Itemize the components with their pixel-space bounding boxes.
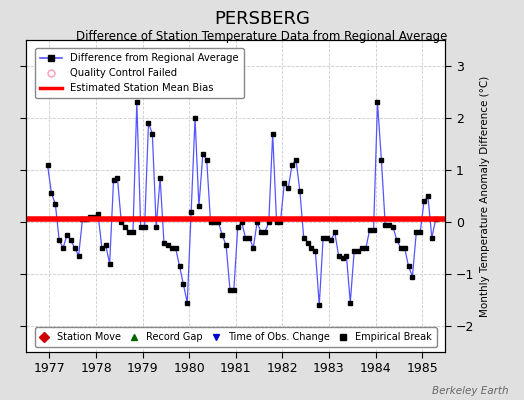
Text: Difference of Station Temperature Data from Regional Average: Difference of Station Temperature Data f… [77,30,447,43]
Legend: Station Move, Record Gap, Time of Obs. Change, Empirical Break: Station Move, Record Gap, Time of Obs. C… [35,328,437,347]
Y-axis label: Monthly Temperature Anomaly Difference (°C): Monthly Temperature Anomaly Difference (… [480,75,490,317]
Text: Berkeley Earth: Berkeley Earth [432,386,508,396]
Text: PERSBERG: PERSBERG [214,10,310,28]
